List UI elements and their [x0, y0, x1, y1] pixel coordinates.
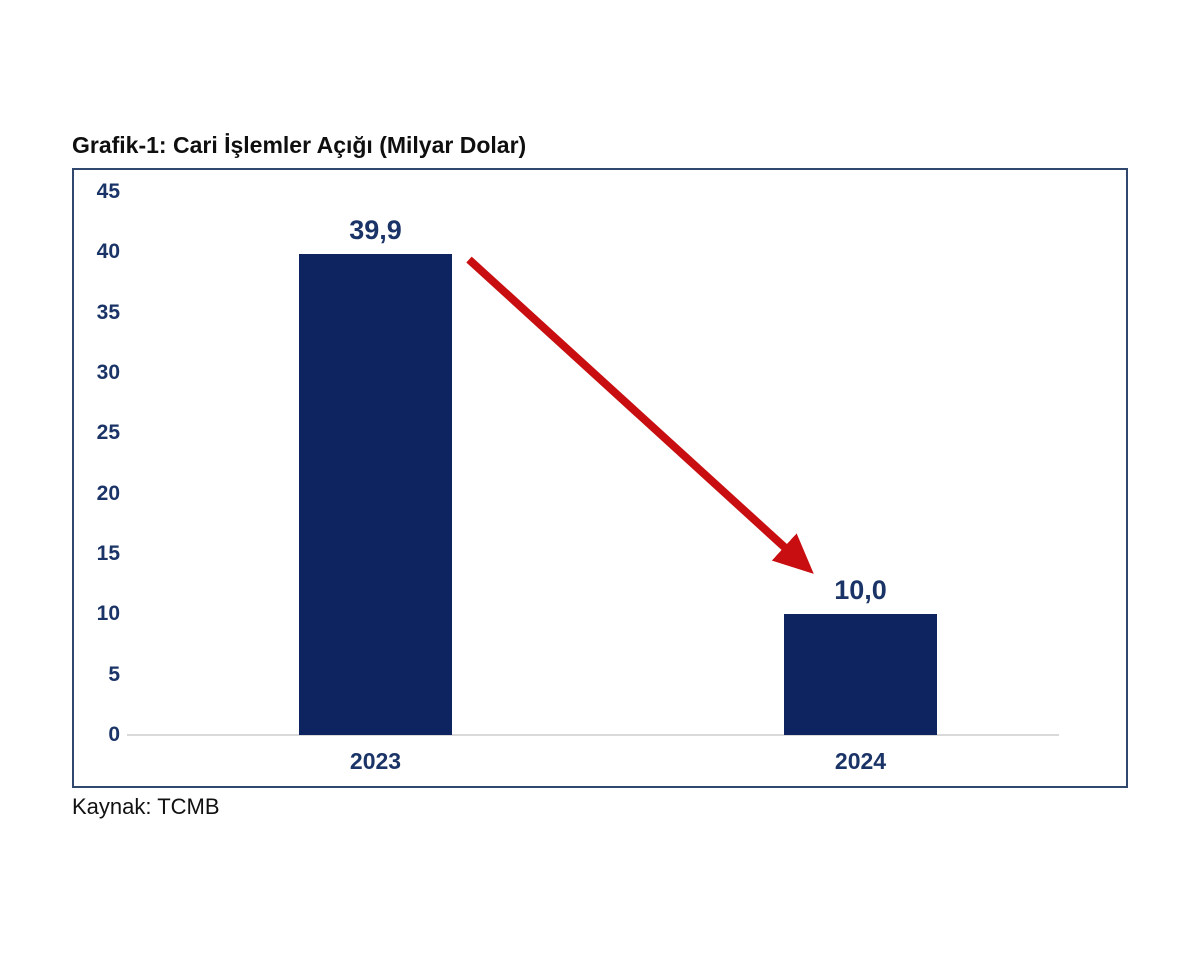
category-label-2024: 2024: [834, 748, 887, 774]
value-label-2024: 10,0: [834, 575, 887, 606]
y-axis-tick: 5: [108, 662, 120, 686]
value-label-2023: 39,9: [349, 214, 402, 245]
y-axis-tick: 15: [96, 542, 120, 565]
source-note: Kaynak: TCMB: [72, 794, 220, 819]
y-axis-tick: 25: [96, 421, 120, 445]
chart-title: Grafik-1: Cari İşlemler Açığı (Milyar Do…: [72, 132, 527, 158]
plot-area: 0 5 10 15 20 25 30 35 40 45 39,9 2023 10,0 2024: [74, 170, 1126, 786]
y-axis-tick: 30: [96, 361, 120, 384]
y-axis-tick: 35: [96, 300, 120, 324]
x-axis-line: [127, 734, 1059, 736]
y-axis-tick: 0: [108, 723, 120, 746]
y-axis-tick: 45: [96, 180, 120, 203]
chart-frame: 0 5 10 15 20 25 30 35 40 45 39,9 2023 10,0 2024: [72, 168, 1128, 788]
bar-2024: [784, 614, 937, 735]
decline-arrow-icon: [466, 256, 814, 574]
y-axis-tick: 20: [96, 481, 120, 505]
bar-2023: [299, 253, 452, 735]
category-label-2023: 2023: [349, 748, 402, 774]
y-axis-tick: 10: [96, 602, 120, 626]
y-axis-tick: 40: [96, 240, 120, 264]
